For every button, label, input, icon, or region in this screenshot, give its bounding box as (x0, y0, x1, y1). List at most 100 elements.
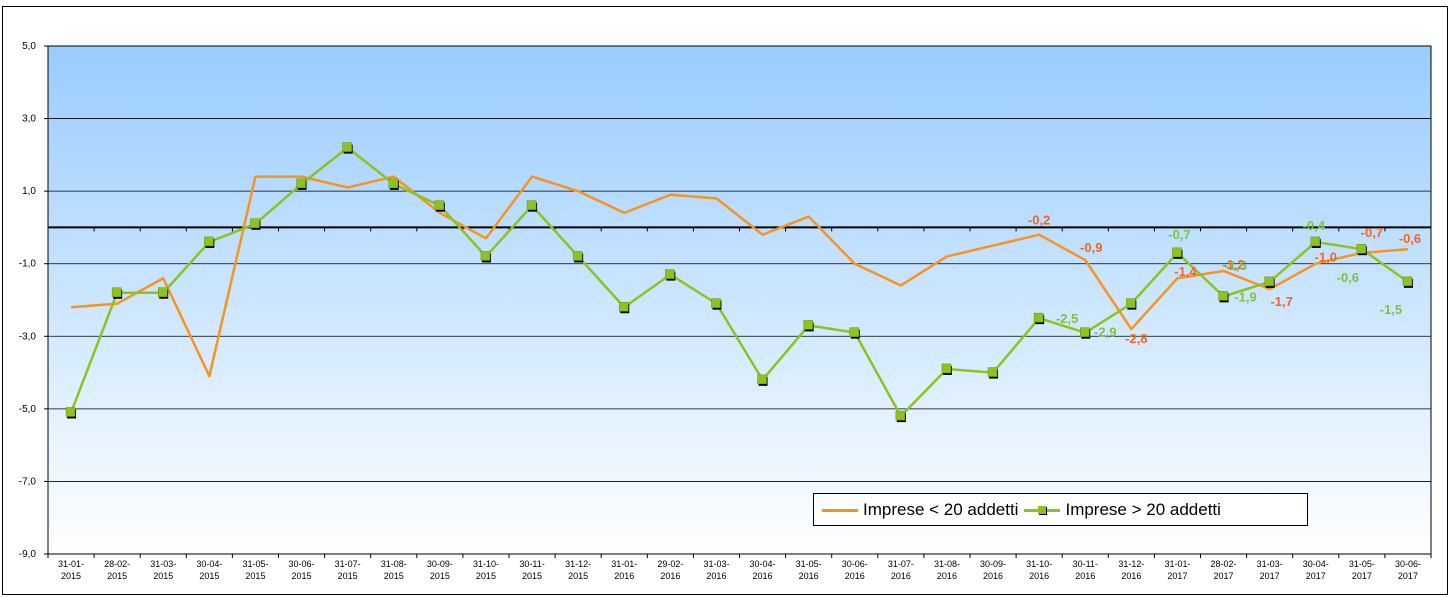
x-tick-label: 2017 (1260, 571, 1280, 581)
data-label-series2: -2,5 (1056, 311, 1078, 326)
x-tick-label: 2017 (1352, 571, 1372, 581)
x-tick-label: 31-07- (335, 559, 361, 569)
data-label-series1: -0,7 (1361, 225, 1383, 240)
y-tick-label: 3,0 (22, 114, 36, 125)
x-tick-label: 2015 (568, 571, 588, 581)
data-point-series2 (572, 251, 583, 261)
x-tick-label: 2016 (983, 571, 1003, 581)
x-tick-label: 2017 (1167, 571, 1187, 581)
data-label-series1: -1,0 (1315, 250, 1337, 265)
data-point-series2 (1218, 291, 1228, 301)
y-tick-label: -9,0 (19, 549, 37, 560)
data-point-series2 (250, 218, 260, 229)
x-tick-label: 2016 (706, 571, 726, 581)
data-point-series2 (342, 142, 352, 152)
x-tick-label: 2015 (107, 571, 127, 581)
x-tick-label: 31-01- (58, 559, 84, 569)
data-label-series2: -0,7 (1168, 227, 1190, 242)
data-point-series2 (757, 374, 767, 385)
x-tick-label: 31-08- (381, 559, 407, 569)
x-tick-label: 30-06- (1395, 559, 1421, 569)
legend-label-series2: Imprese > 20 addetti (1065, 499, 1221, 519)
data-point-series2 (849, 327, 859, 337)
x-tick-label: 31-10- (1026, 559, 1052, 569)
data-point-series2 (111, 287, 122, 297)
legend-swatch-series1 (822, 503, 858, 517)
legend-label-series1: Imprese < 20 addetti (863, 499, 1019, 519)
x-tick-label: 2017 (1306, 571, 1326, 581)
x-tick-label: 2016 (1029, 571, 1049, 581)
data-point-series2 (619, 302, 629, 312)
data-label-series2: -1,5 (1380, 302, 1402, 317)
x-tick-label: 31-01- (611, 559, 637, 569)
x-tick-label: 2016 (1121, 571, 1141, 581)
x-tick-label: 31-03- (150, 559, 176, 569)
data-point-series2 (296, 178, 306, 189)
data-label-series1: -1,2 (1222, 257, 1244, 272)
x-tick-label: 30-04- (196, 559, 222, 569)
legend-item-series2: Imprese > 20 addetti (1024, 499, 1221, 520)
data-point-series2 (1310, 236, 1320, 247)
x-tick-label: 30-11- (1073, 559, 1098, 569)
y-tick-label: 5,0 (22, 41, 36, 52)
x-tick-label: 2015 (153, 571, 173, 581)
x-tick-label: 2016 (891, 571, 911, 581)
data-label-series2: -0,4 (1303, 218, 1326, 233)
x-tick-label: 31-10- (473, 559, 499, 569)
x-tick-label: 31-12- (1118, 559, 1144, 569)
x-tick-label: 2016 (1075, 571, 1095, 581)
x-tick-label: 2015 (338, 571, 358, 581)
x-tick-label: 29-02- (657, 559, 683, 569)
data-label-series2: -0,6 (1337, 270, 1359, 285)
x-tick-label: 30-06- (289, 559, 315, 569)
x-tick-label: 2016 (614, 571, 634, 581)
x-tick-label: 2015 (245, 571, 265, 581)
x-tick-label: 2016 (937, 571, 957, 581)
legend-item-series1: Imprese < 20 addetti (822, 500, 1018, 520)
data-point-series2 (1264, 276, 1274, 287)
data-point-series2 (803, 320, 813, 330)
data-point-series2 (711, 298, 721, 308)
x-tick-label: 30-04- (750, 559, 776, 569)
x-tick-label: 31-07- (888, 559, 914, 569)
data-label-series1: -0,2 (1028, 213, 1050, 228)
x-tick-label: 30-11- (519, 559, 544, 569)
data-point-series2 (665, 269, 675, 279)
x-tick-label: 28-02- (1211, 559, 1237, 569)
x-tick-label: 2015 (292, 571, 312, 581)
x-tick-label: 30-09- (980, 559, 1006, 569)
x-tick-label: 31-05- (242, 559, 268, 569)
data-label-series1: -0,9 (1080, 240, 1102, 255)
x-tick-label: 28-02- (104, 559, 130, 569)
data-point-series2 (941, 363, 952, 374)
series-line-imprese-gt-20 (69, 146, 1409, 418)
y-tick-label: -3,0 (19, 331, 37, 342)
data-label-series1: -1,7 (1270, 294, 1292, 309)
x-tick-label: 31-03- (1257, 559, 1283, 569)
data-label-series1: -2,8 (1125, 331, 1147, 346)
x-tick-label: 2016 (753, 571, 773, 581)
x-tick-label: 2017 (1214, 571, 1234, 581)
x-tick-label: 2015 (522, 571, 542, 581)
x-tick-label: 31-08- (934, 559, 960, 569)
data-point-series2 (1172, 247, 1182, 258)
y-tick-label: -5,0 (19, 404, 37, 415)
data-point-series2 (1126, 298, 1136, 308)
data-label-series2: -2,9 (1094, 325, 1116, 340)
data-point-series2 (204, 236, 214, 247)
x-tick-label: 2016 (799, 571, 819, 581)
x-tick-label: 31-05- (796, 559, 822, 569)
legend-swatch-series2 (1024, 503, 1061, 517)
x-tick-label: 31-12- (565, 559, 591, 569)
x-tick-label: 2015 (430, 571, 450, 581)
x-tick-label: 2015 (384, 571, 404, 581)
x-tick-label: 31-03- (703, 559, 729, 569)
chart-legend: Imprese < 20 addetti Imprese > 20 addett… (813, 493, 1308, 526)
y-tick-label: 1,0 (22, 186, 36, 197)
data-point-series2 (526, 200, 537, 210)
x-tick-label: 31-05- (1349, 559, 1375, 569)
data-point-series2 (434, 200, 445, 210)
x-tick-label: 30-04- (1303, 559, 1329, 569)
x-tick-label: 2016 (845, 571, 865, 581)
data-point-series2 (1080, 327, 1090, 337)
